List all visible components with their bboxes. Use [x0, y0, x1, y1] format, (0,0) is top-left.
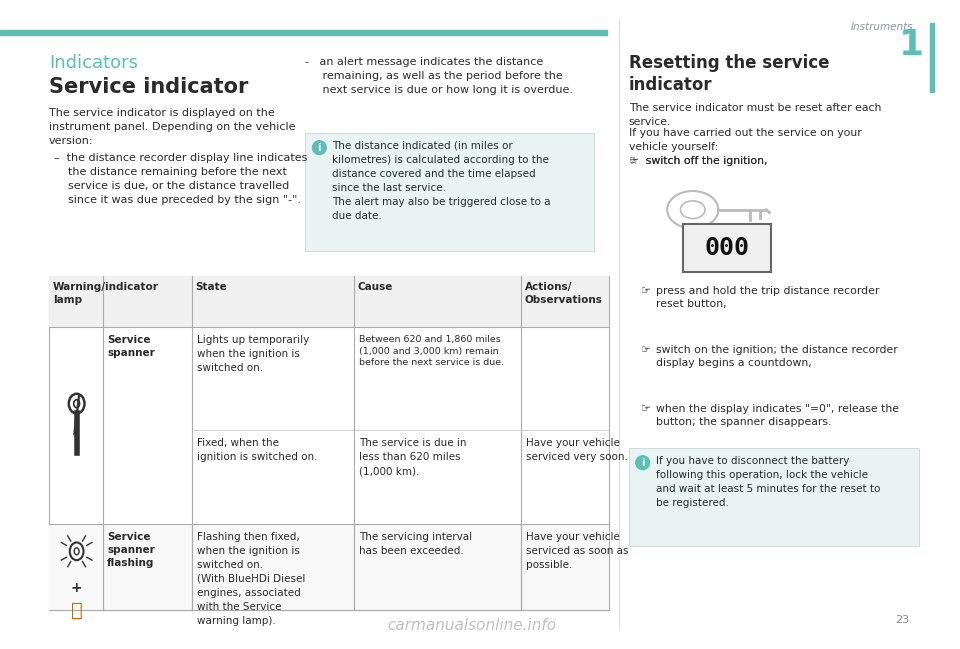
Text: Cause: Cause — [358, 282, 393, 291]
Text: ╱: ╱ — [61, 395, 91, 435]
Text: The servicing interval
has been exceeded.: The servicing interval has been exceeded… — [359, 532, 471, 556]
Bar — [49, 524, 610, 610]
Text: The service is due in
less than 620 miles
(1,000 km).: The service is due in less than 620 mile… — [359, 438, 467, 476]
Text: when the display indicates "=0", release the
button; the spanner disappears.: when the display indicates "=0", release… — [657, 404, 900, 427]
Text: ☞: ☞ — [640, 404, 651, 413]
Text: –  the distance recorder display line indicates
    the distance remaining befor: – the distance recorder display line ind… — [54, 153, 307, 204]
Bar — [0, 30, 608, 36]
Text: 23: 23 — [895, 615, 909, 625]
Ellipse shape — [681, 201, 705, 219]
Text: ☞  switch off the ignition,: ☞ switch off the ignition, — [629, 156, 767, 165]
Text: Instruments: Instruments — [852, 21, 914, 32]
Text: Actions/
Observations: Actions/ Observations — [525, 282, 603, 305]
Text: Service indicator: Service indicator — [49, 77, 249, 97]
Text: Fixed, when the
ignition is switched on.: Fixed, when the ignition is switched on. — [197, 438, 317, 462]
Text: The service indicator is displayed on the
instrument panel. Depending on the veh: The service indicator is displayed on th… — [49, 108, 296, 146]
Circle shape — [312, 141, 326, 154]
Text: The service indicator must be reset after each
service.: The service indicator must be reset afte… — [629, 103, 881, 127]
Bar — [683, 225, 771, 272]
Text: Lights up temporarily
when the ignition is
switched on.: Lights up temporarily when the ignition … — [197, 335, 309, 373]
Text: Have your vehicle
serviced very soon.: Have your vehicle serviced very soon. — [526, 438, 628, 462]
Text: Service
spanner
flashing: Service spanner flashing — [108, 532, 155, 568]
Text: i: i — [641, 458, 644, 468]
Ellipse shape — [69, 394, 84, 413]
Text: 1: 1 — [899, 27, 924, 62]
Text: Between 620 and 1,860 miles
(1,000 and 3,000 km) remain
before the next service : Between 620 and 1,860 miles (1,000 and 3… — [359, 335, 504, 367]
Text: 🔧: 🔧 — [71, 601, 83, 620]
Circle shape — [636, 456, 650, 470]
Text: carmanualsonline.info: carmanualsonline.info — [387, 618, 556, 633]
Text: If you have to disconnect the battery
following this operation, lock the vehicle: If you have to disconnect the battery fo… — [657, 456, 880, 508]
Text: ☞: ☞ — [640, 286, 651, 295]
Text: switch on the ignition; the distance recorder
display begins a countdown,: switch on the ignition; the distance rec… — [657, 345, 899, 368]
Bar — [929, 23, 934, 92]
Text: 000: 000 — [705, 236, 750, 260]
Text: If you have carried out the service on your
vehicle yourself:: If you have carried out the service on y… — [629, 128, 862, 152]
Text: State: State — [196, 282, 228, 291]
Bar — [304, 133, 594, 251]
Bar — [49, 276, 610, 610]
Ellipse shape — [667, 191, 718, 228]
Text: Flashing then fixed,
when the ignition is
switched on.
(With BlueHDi Diesel
engi: Flashing then fixed, when the ignition i… — [197, 532, 305, 626]
Ellipse shape — [74, 400, 80, 408]
Text: -   an alert message indicates the distance
     remaining, as well as the perio: - an alert message indicates the distanc… — [304, 57, 572, 95]
Text: +: + — [71, 581, 83, 594]
Text: Have your vehicle
serviced as soon as
possible.: Have your vehicle serviced as soon as po… — [526, 532, 628, 570]
Text: The distance indicated (in miles or
kilometres) is calculated according to the
d: The distance indicated (in miles or kilo… — [332, 141, 551, 221]
Text: Indicators: Indicators — [49, 54, 138, 72]
Ellipse shape — [70, 543, 84, 560]
Text: ☆  switch off the ignition,: ☆ switch off the ignition, — [629, 156, 767, 165]
Bar — [49, 276, 610, 327]
Text: Resetting the service
indicator: Resetting the service indicator — [629, 54, 829, 93]
Text: i: i — [318, 143, 321, 153]
Text: press and hold the trip distance recorder
reset button,: press and hold the trip distance recorde… — [657, 286, 879, 309]
Bar — [629, 448, 919, 546]
Text: ☞: ☞ — [640, 345, 651, 354]
Text: Service
spanner: Service spanner — [108, 335, 155, 358]
Text: Warning/indicator
lamp: Warning/indicator lamp — [53, 282, 159, 305]
Ellipse shape — [74, 548, 79, 555]
